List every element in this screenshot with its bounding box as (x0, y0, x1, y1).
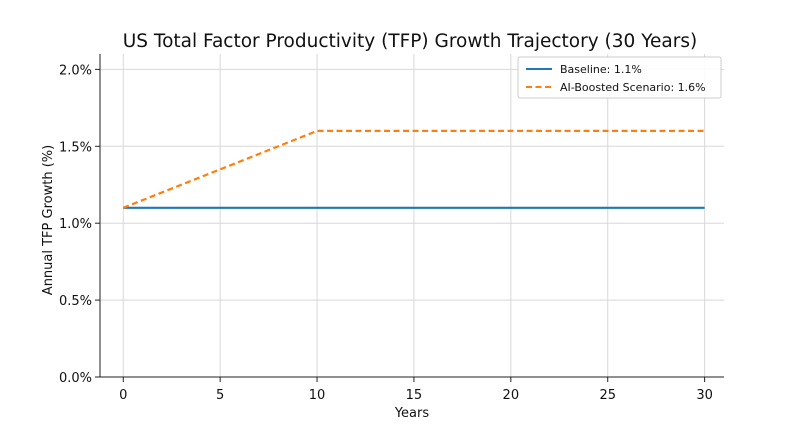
x-tick-label: 5 (216, 388, 224, 403)
x-tick-label: 30 (696, 388, 713, 403)
x-tick-label: 20 (503, 388, 520, 403)
series-line-ai-boosted (122, 129, 705, 209)
legend: Baseline: 1.1% AI-Boosted Scenario: 1.6% (517, 56, 722, 99)
legend-label-baseline: Baseline: 1.1% (560, 63, 642, 76)
grid (100, 54, 724, 378)
chart-title: US Total Factor Productivity (TFP) Growt… (123, 31, 697, 52)
axes: 0 5 10 15 20 25 30 0.0% 0.5% 1.0% 1.5% 2.0% (59, 54, 724, 403)
y-tick-label: 2.0% (59, 63, 92, 78)
series-lines (122, 129, 705, 209)
x-tick-label: 0 (119, 388, 127, 403)
x-tick-label: 15 (406, 388, 423, 403)
y-tick-label: 0.0% (59, 371, 92, 386)
y-axis-label: Annual TFP Growth (%) (41, 145, 56, 295)
legend-box (517, 56, 722, 99)
y-tick-label: 0.5% (59, 294, 92, 309)
legend-label-ai-boosted: AI-Boosted Scenario: 1.6% (560, 81, 706, 94)
x-axis-label: Years (394, 406, 430, 421)
x-tick-label: 25 (599, 388, 616, 403)
y-tick-label: 1.5% (59, 140, 92, 155)
x-tick-label: 10 (309, 388, 326, 403)
y-tick-label: 1.0% (59, 217, 92, 232)
